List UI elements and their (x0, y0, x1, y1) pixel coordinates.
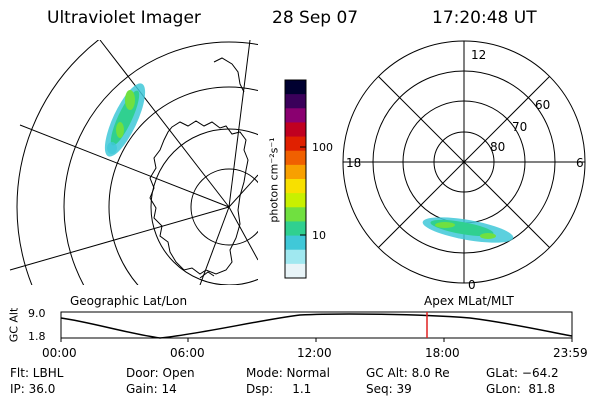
dsp-readout: Dsp: 1.1 (246, 382, 312, 396)
mlat-label-80: 80 (490, 140, 506, 154)
colorbar-band (285, 263, 306, 279)
colorbar-band (285, 193, 306, 208)
color-scale-frame (284, 79, 307, 279)
timeline-y-tick-top: 9.0 (28, 307, 46, 320)
latitude-circle (108, 86, 258, 285)
geo-panel-caption: Geographic Lat/Lon (70, 294, 188, 308)
colorbar-label-10: 10 (312, 229, 326, 242)
colorbar-band (285, 221, 306, 237)
meridian-line (228, 40, 251, 208)
aurora-emission-polar (422, 217, 514, 243)
meridian-line (228, 174, 258, 208)
gain-readout: Gain: 14 (126, 382, 177, 396)
timeline-x-tick: 06:00 (170, 346, 205, 360)
colorbar-band (285, 136, 306, 152)
timeline-x-tick: 23:59 (553, 346, 588, 360)
meridian-line (99, 40, 230, 208)
polar-panel-caption: Apex MLat/MLT (424, 294, 514, 308)
mlt-label-12: 12 (471, 48, 487, 62)
colorbar-band (285, 80, 306, 95)
latitude-circle (63, 41, 258, 285)
meridian-line (199, 206, 230, 285)
geographic-map (9, 40, 258, 285)
mlat-label-60: 60 (535, 98, 551, 112)
timeline-y-axis-label: GC Alt (7, 307, 21, 343)
mlat-label-70: 70 (512, 120, 528, 134)
coastline (213, 57, 245, 93)
mode-readout: Mode: Normal (246, 366, 330, 380)
colorbar-band (285, 235, 306, 251)
color-scale-bar (285, 80, 306, 279)
gc-alt-readout: GC Alt: 8.0 Re (366, 366, 450, 380)
door-readout: Door: Open (126, 366, 195, 380)
seq-readout: Seq: 39 (366, 382, 412, 396)
colorbar-unit-label: photon cm⁻²s⁻¹ (267, 137, 281, 223)
latitude-circle (150, 128, 258, 285)
timeline-x-tick: 00:00 (42, 346, 77, 360)
mlt-label-6: 6 (576, 156, 584, 170)
colorbar-label-100: 100 (312, 141, 333, 154)
timeline-x-tick: 12:00 (297, 346, 332, 360)
coastline (199, 271, 215, 279)
ip-readout: IP: 36.0 (10, 382, 56, 396)
glon-readout: GLon: 81.8 (486, 382, 556, 396)
colorbar-band (285, 207, 306, 222)
mlt-label-18: 18 (346, 156, 362, 170)
latitude-circle (190, 168, 258, 246)
timeline-y-tick-bottom: 1.8 (28, 330, 46, 343)
colorbar-band (285, 164, 306, 180)
mlt-label-0: 0 (468, 278, 476, 292)
colorbar-band (285, 108, 306, 123)
glat-readout: GLat: −64.2 (486, 366, 559, 380)
date-readout: 28 Sep 07 (272, 8, 359, 28)
continent-outline (149, 120, 249, 275)
timeline-x-tick: 18:00 (425, 346, 460, 360)
aurora-emission-geo (104, 83, 146, 157)
colorbar-band (285, 122, 306, 138)
altitude-curve (60, 313, 573, 339)
colorbar-band (285, 249, 306, 265)
latitude-circle (16, 40, 100, 285)
filter-readout: Flt: LBHL (10, 366, 64, 380)
meridian-line (228, 206, 258, 261)
meridian-line (9, 206, 230, 271)
instrument-title: Ultraviolet Imager (47, 8, 201, 28)
time-readout: 17:20:48 UT (432, 8, 537, 28)
meridian-line (19, 124, 230, 208)
colorbar-band (285, 94, 306, 109)
colorbar-band (285, 150, 306, 166)
polar-plot (342, 40, 586, 284)
colorbar-band (285, 179, 306, 194)
orbit-altitude-timeline (60, 311, 573, 342)
mlt-line (377, 75, 551, 249)
